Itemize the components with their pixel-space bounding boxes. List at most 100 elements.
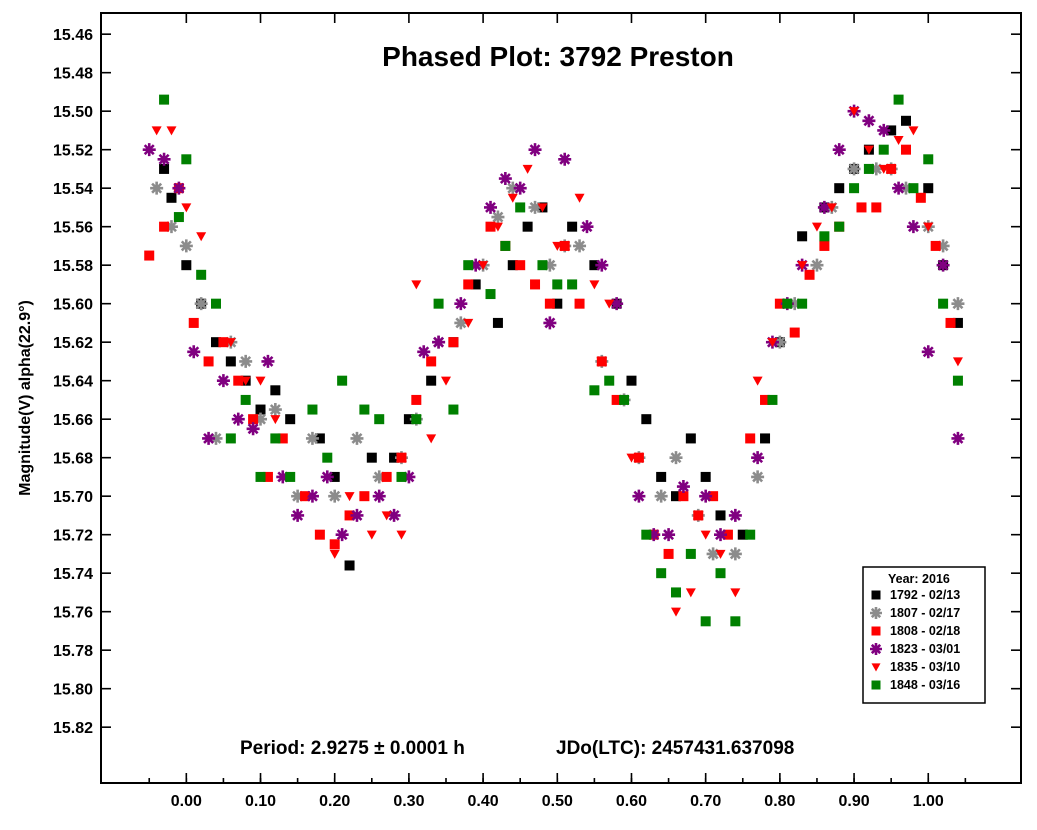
data-point: [389, 452, 400, 463]
data-point: [767, 394, 778, 405]
series-5: [159, 94, 963, 627]
x-tick-label: 0.30: [393, 793, 424, 810]
data-point: [782, 298, 793, 309]
data-point: [804, 269, 815, 280]
data-point: [498, 172, 512, 186]
data-point: [528, 200, 542, 214]
data-point: [589, 280, 600, 290]
data-point: [329, 539, 340, 550]
data-point: [574, 193, 585, 203]
data-point: [255, 404, 266, 415]
data-point: [448, 337, 459, 348]
data-point: [432, 335, 446, 349]
data-point: [305, 489, 319, 503]
data-point: [448, 404, 459, 415]
data-point: [877, 123, 891, 137]
data-point: [745, 529, 756, 540]
data-point: [589, 260, 600, 271]
data-point: [908, 183, 919, 194]
data-point: [706, 547, 720, 561]
data-point: [396, 471, 407, 482]
data-point: [248, 414, 259, 425]
data-point: [463, 279, 474, 290]
data-point: [151, 126, 162, 136]
data-point: [285, 471, 296, 482]
data-point: [157, 152, 171, 166]
data-point: [142, 143, 156, 157]
x-tick-label: 0.50: [542, 793, 573, 810]
data-point: [678, 491, 689, 502]
data-point: [231, 412, 245, 426]
data-point: [685, 433, 696, 444]
data-point: [537, 260, 548, 271]
data-point: [470, 279, 481, 290]
data-point: [945, 317, 956, 328]
data-point: [374, 414, 385, 425]
data-point: [856, 202, 867, 213]
data-point: [255, 376, 266, 386]
y-tick-label: 15.56: [53, 220, 93, 237]
legend-entry-4: 1835 - 03/10: [890, 660, 960, 674]
data-point: [246, 422, 260, 436]
data-point: [714, 528, 728, 542]
data-point: [344, 510, 355, 521]
data-point: [469, 258, 483, 272]
data-point: [767, 338, 778, 348]
data-point: [847, 162, 861, 176]
data-point: [350, 431, 364, 445]
data-point: [699, 489, 713, 503]
data-point: [788, 297, 802, 311]
data-point: [305, 431, 319, 445]
data-point: [923, 183, 934, 194]
data-point: [849, 183, 860, 194]
data-point: [268, 403, 282, 417]
data-point: [656, 568, 667, 579]
data-point: [359, 404, 370, 415]
data-point: [685, 548, 696, 559]
data-point: [811, 222, 822, 232]
data-point: [335, 528, 349, 542]
data-point: [484, 200, 498, 214]
x-tick-label: 0.10: [245, 793, 276, 810]
data-point: [492, 222, 503, 232]
legend-marker-5: [871, 680, 881, 690]
y-tick-label: 15.64: [53, 374, 93, 391]
data-point: [737, 529, 748, 540]
y-tick-label: 15.70: [53, 489, 93, 506]
data-point: [196, 232, 207, 242]
data-point: [506, 181, 520, 195]
data-point: [411, 280, 422, 290]
data-point: [730, 616, 741, 627]
data-point: [270, 415, 281, 425]
data-point: [314, 530, 325, 540]
data-point: [211, 337, 221, 348]
data-point: [573, 239, 587, 253]
data-point: [832, 143, 846, 157]
data-point: [715, 549, 726, 559]
data-point: [463, 260, 474, 271]
legend-marker-3: [870, 643, 882, 655]
data-point: [574, 298, 585, 309]
data-point: [610, 297, 624, 311]
data-point: [908, 126, 919, 136]
data-point: [708, 491, 719, 502]
data-point: [951, 431, 965, 445]
data-point: [203, 356, 214, 367]
x-tick-label: 0.00: [171, 793, 202, 810]
data-point: [915, 192, 926, 203]
data-point: [239, 354, 253, 368]
data-point: [485, 289, 496, 300]
data-point: [314, 433, 325, 444]
y-tick-label: 15.78: [53, 643, 93, 660]
data-point: [426, 434, 437, 444]
data-point: [350, 508, 364, 522]
data-point: [886, 125, 897, 136]
data-point: [669, 451, 683, 465]
data-point: [596, 356, 607, 367]
data-point: [209, 431, 223, 445]
data-point: [173, 212, 184, 223]
data-point: [810, 258, 824, 272]
data-point: [159, 221, 170, 232]
